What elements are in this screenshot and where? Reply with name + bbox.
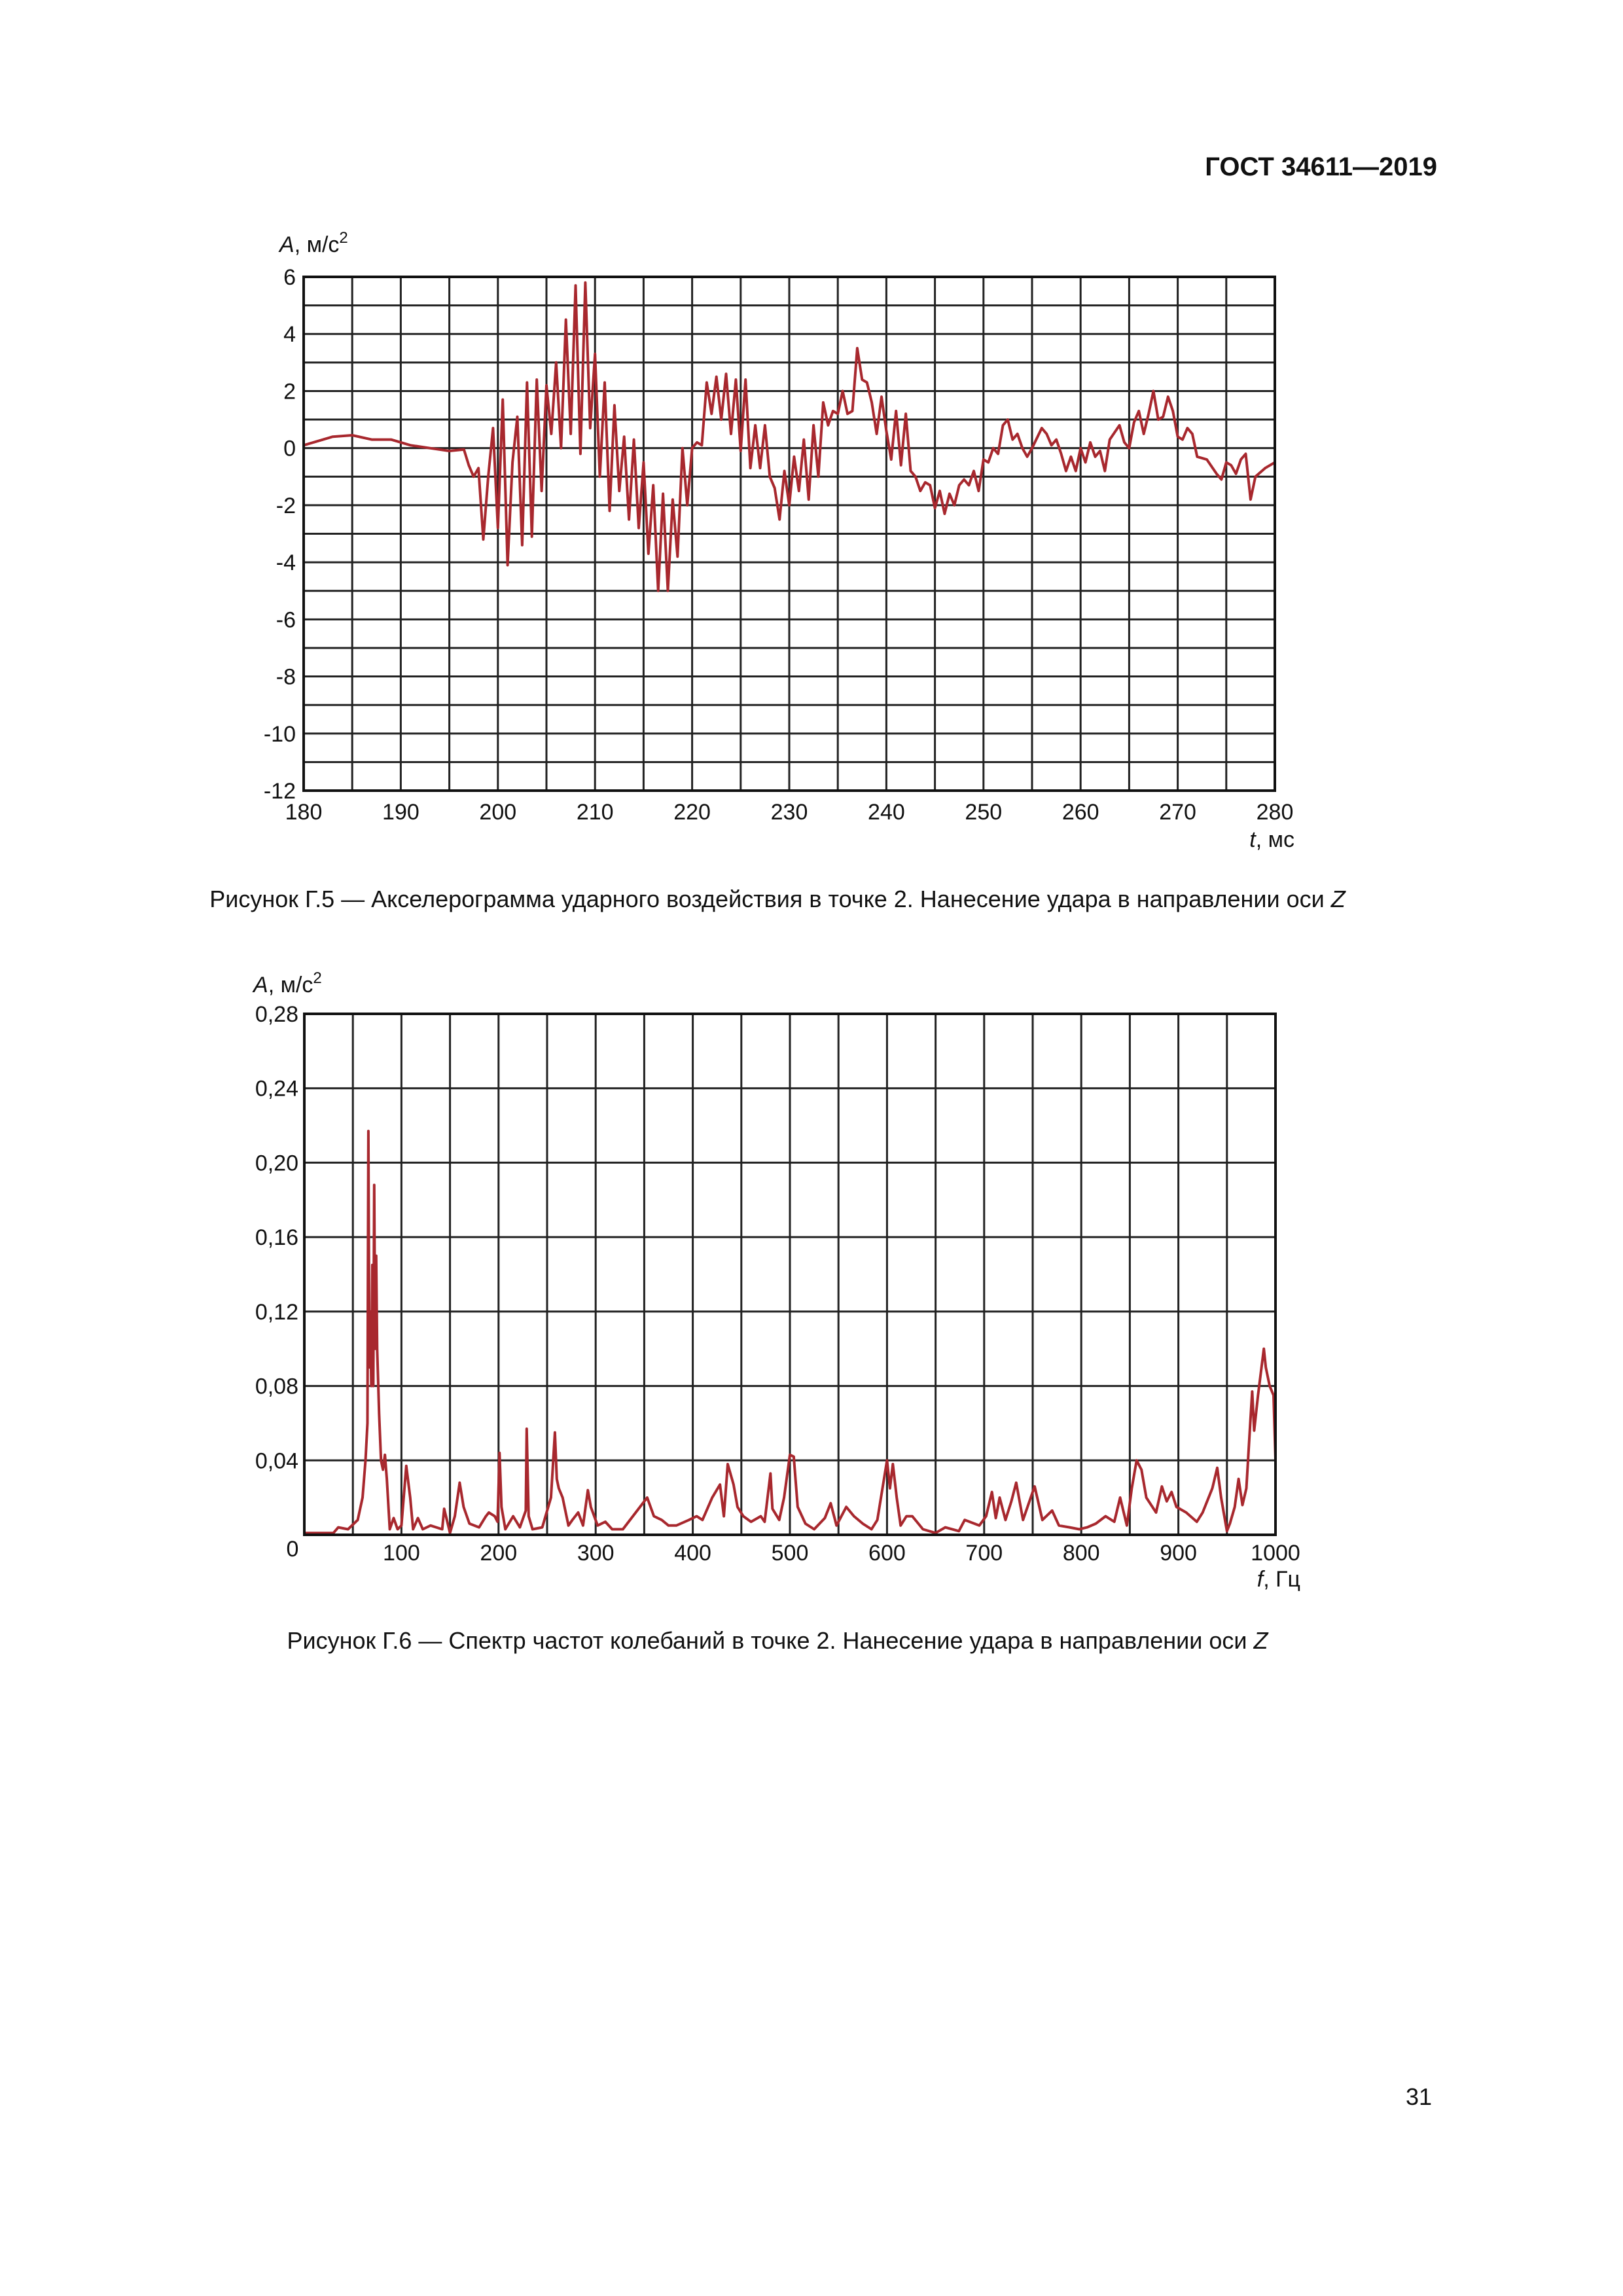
y-tick-label: 0,12 [255,1300,298,1325]
figure-caption-g5: Рисунок Г.5 — Акселерограмма ударного во… [209,886,1346,912]
x-tick-label: 300 [577,1541,615,1566]
x-tick-label: 700 [965,1541,1003,1566]
y-tick-label: 0 [283,437,296,461]
page-number: 31 [1406,2083,1432,2110]
y-tick-label: 0,04 [255,1448,298,1473]
x-axis-unit: , мс [1256,827,1294,852]
x-tick-label: 0 [287,1537,299,1562]
y-axis-var: A [278,232,294,257]
x-tick-label: 240 [868,800,905,825]
caption-text: Рисунок Г.5 — Акселерограмма ударного во… [209,886,1331,912]
y-axis-label: A, м/с2 [278,229,348,257]
x-tick-label: 280 [1257,800,1294,825]
x-tick-label: 180 [285,800,323,825]
figure-caption-g6: Рисунок Г.6 — Спектр частот колебаний в … [287,1627,1269,1654]
series-line [304,1130,1277,1535]
x-tick-label: 500 [772,1541,809,1566]
x-axis-label: f, Гц [1257,1567,1300,1592]
y-tick-label: -2 [276,493,296,518]
grid [304,277,1275,791]
spectrum-chart: A, м/с2 f, Гц 0,28 0,24 0,20 0,16 0,12 0,08 0,… [252,969,1300,1592]
caption-axis: Z [1330,886,1346,912]
x-axis-var: t [1249,827,1257,852]
y-tick-label: -12 [264,779,296,804]
x-tick-label: 190 [382,800,419,825]
plot-frame [302,276,1276,792]
caption-text: Рисунок Г.6 — Спектр частот колебаний в … [287,1627,1254,1654]
x-tick-label: 900 [1160,1541,1197,1566]
x-tick-label: 200 [480,1541,517,1566]
y-tick-label: -4 [276,550,296,575]
x-tick-label: 220 [673,800,711,825]
y-axis-unit-sup: 2 [313,969,321,987]
x-tick-label: 270 [1159,800,1196,825]
y-tick-label: 0,24 [255,1077,298,1102]
y-tick-label: 0,20 [255,1151,298,1175]
y-tick-label: -8 [276,665,296,690]
x-tick-label: 400 [674,1541,711,1566]
y-tick-label: -6 [276,607,296,632]
x-tick-label: 250 [965,800,1002,825]
x-tick-label: 1000 [1251,1541,1300,1566]
x-tick-label: 230 [771,800,808,825]
caption-axis: Z [1253,1627,1268,1654]
x-axis-unit: , Гц [1263,1567,1300,1592]
y-axis-label: A, м/с2 [252,969,322,997]
y-tick-label: 0,28 [255,1002,298,1027]
document-header: ГОСТ 34611—2019 [1205,152,1437,181]
x-tick-label: 260 [1062,800,1099,825]
x-tick-label: 100 [383,1541,420,1566]
series-line [303,281,1276,592]
y-axis-var: A [252,973,268,997]
y-tick-label: 2 [283,379,296,404]
y-axis-unit-sup: 2 [339,229,348,247]
y-tick-label: -10 [264,722,296,747]
x-tick-label: 200 [479,800,516,825]
y-tick-label: 0,08 [255,1374,298,1399]
y-axis-unit: , м/с [268,973,313,997]
x-tick-label: 600 [868,1541,906,1566]
grid [304,1014,1275,1535]
y-tick-label: 6 [283,265,296,290]
y-tick-label: 4 [283,322,296,347]
plot-frame [303,1013,1277,1536]
x-axis-label: t, мс [1249,827,1294,852]
x-tick-label: 800 [1063,1541,1100,1566]
y-axis-unit: , м/с [294,232,340,257]
y-tick-label: 0,16 [255,1225,298,1250]
x-tick-label: 210 [577,800,614,825]
